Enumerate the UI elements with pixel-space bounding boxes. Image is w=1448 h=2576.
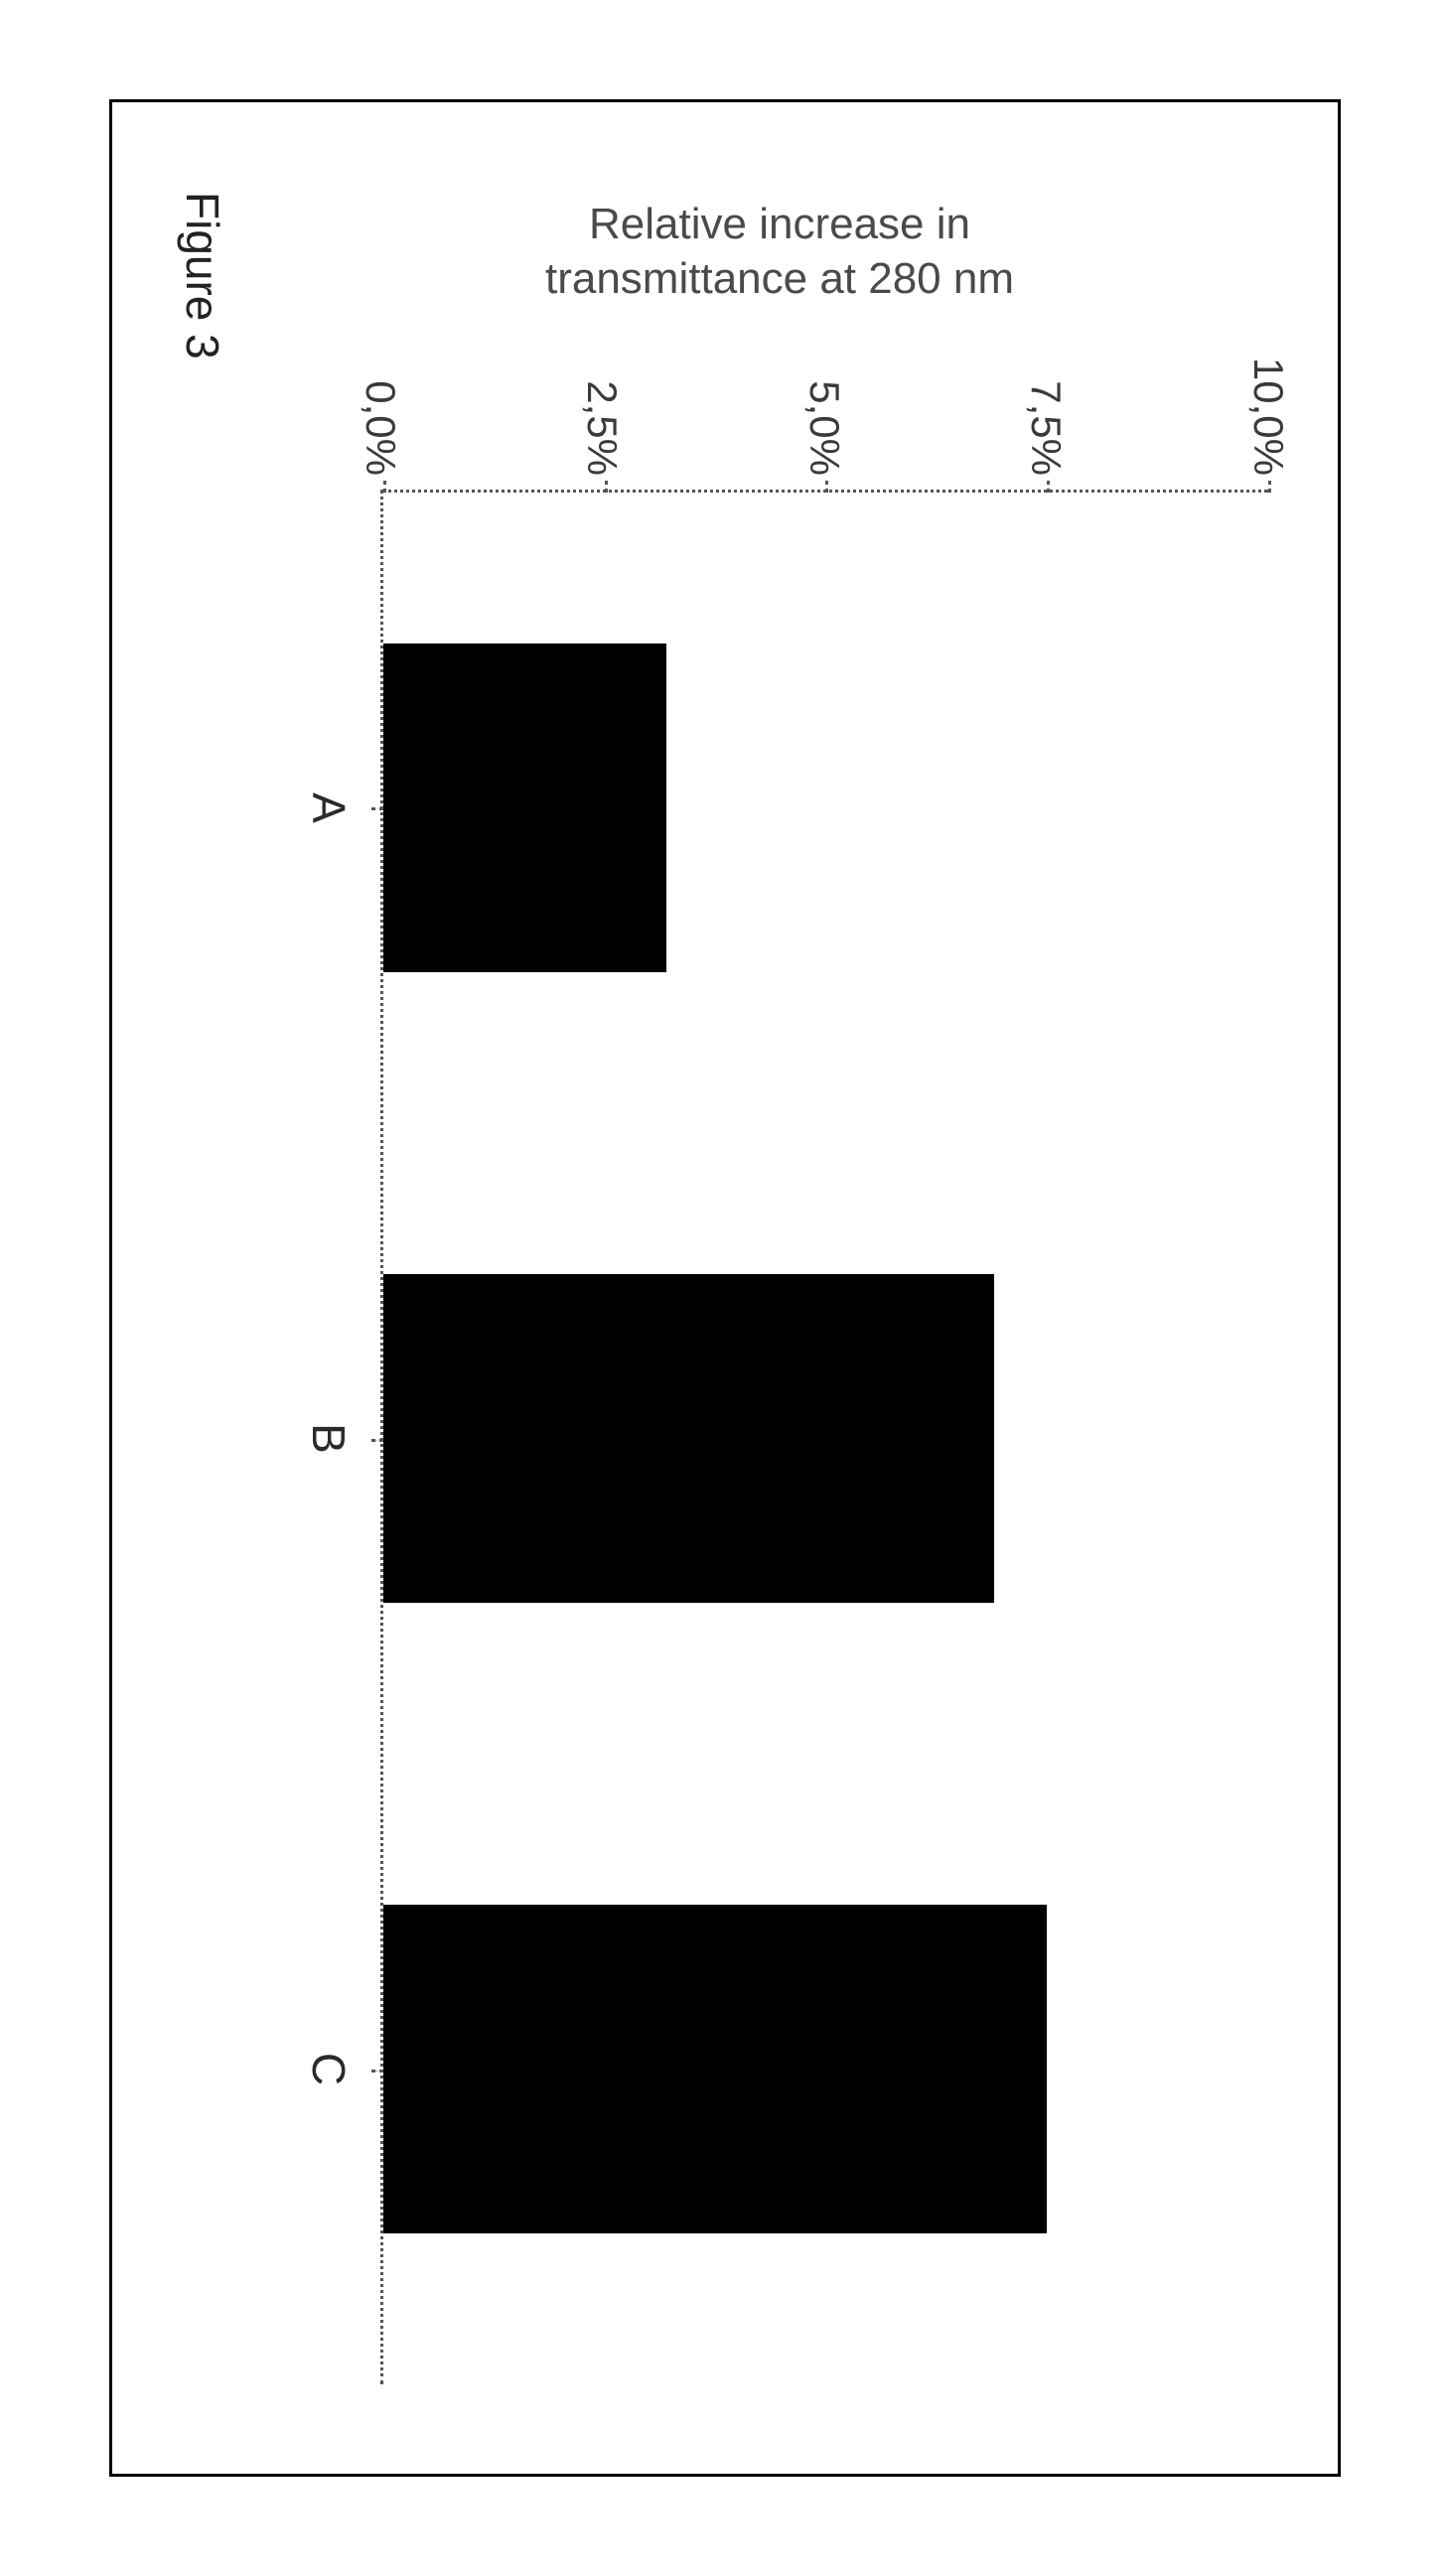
figure-caption: Figure 3 xyxy=(176,192,229,359)
y-tick-mark xyxy=(1268,481,1271,493)
y-tick-labels-col: 0,0%2,5%5,0%7,5%10,0% xyxy=(291,311,1268,490)
plot-col: A B C xyxy=(291,490,1268,2384)
y-axis-label-line2: transmittance at 280 nm xyxy=(545,254,1014,303)
y-tick-mark xyxy=(605,481,608,493)
y-tick-label: 5,0% xyxy=(800,380,848,476)
bar xyxy=(383,1905,1047,2232)
bar-chart: Relative increase in transmittance at 28… xyxy=(291,192,1268,2384)
y-axis-label-line1: Relative increase in xyxy=(589,200,970,248)
x-tick-label: B xyxy=(302,1423,383,1454)
page: Relative increase in transmittance at 28… xyxy=(0,0,1448,2576)
x-tick-label: C xyxy=(302,2053,383,2085)
plot-area: ABC xyxy=(380,490,1268,2384)
bar xyxy=(383,644,666,971)
x-tick-label: A xyxy=(302,792,383,823)
y-tick-label: 7,5% xyxy=(1023,380,1071,476)
bar xyxy=(383,1274,994,1602)
y-tick-mark xyxy=(383,481,386,493)
y-axis-label-col: Relative increase in transmittance at 28… xyxy=(291,192,1268,311)
y-tick-mark xyxy=(826,481,829,493)
y-tick-label: 2,5% xyxy=(579,380,627,476)
y-axis-label: Relative increase in transmittance at 28… xyxy=(545,197,1014,306)
y-tick-mark xyxy=(1047,481,1050,493)
y-tick-label: 10,0% xyxy=(1244,358,1292,476)
panel-inner: Relative increase in transmittance at 28… xyxy=(182,192,1268,2384)
y-tick-label: 0,0% xyxy=(357,380,404,476)
figure-panel: Relative increase in transmittance at 28… xyxy=(109,99,1341,2477)
